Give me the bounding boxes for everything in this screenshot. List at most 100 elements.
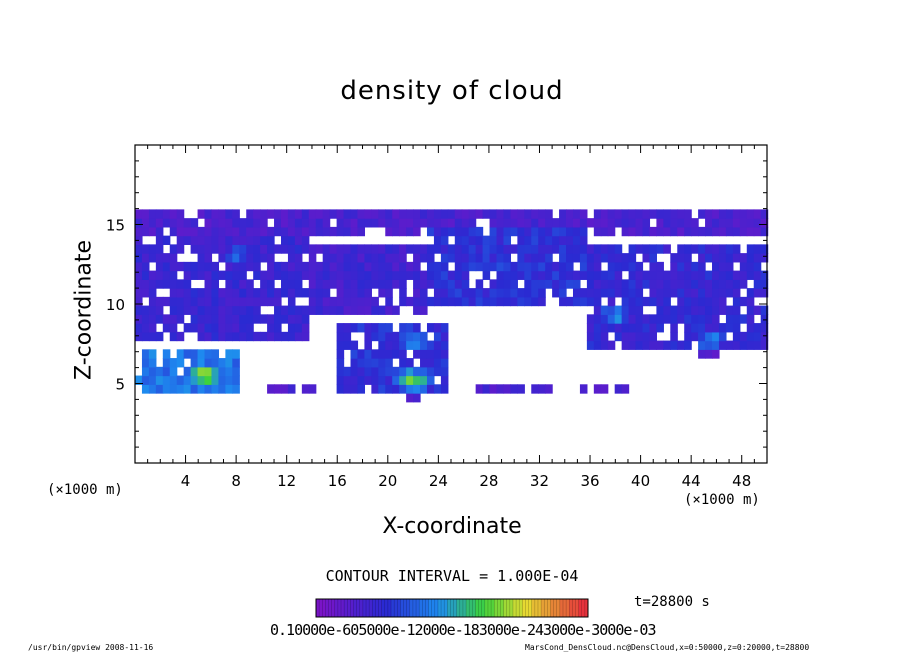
density-cell: [635, 244, 644, 254]
density-cell: [725, 323, 734, 333]
density-cell: [718, 226, 727, 237]
colorbar-swatch: [466, 599, 476, 617]
density-cell: [357, 296, 366, 307]
density-cell: [475, 288, 484, 298]
density-cell: [656, 270, 664, 280]
density-cell: [176, 244, 185, 254]
density-cell: [399, 270, 407, 280]
density-cell: [176, 349, 185, 359]
density-cell: [628, 323, 637, 333]
density-cell: [239, 288, 247, 298]
density-cell: [253, 218, 261, 228]
density-cell: [169, 314, 178, 324]
density-cell: [232, 253, 240, 263]
density-cell: [190, 375, 199, 385]
density-cell: [628, 340, 637, 350]
colorbar-swatch: [447, 599, 458, 617]
density-cell: [190, 226, 199, 237]
density-cell: [315, 279, 324, 289]
density-cell: [677, 218, 685, 228]
density-cell: [468, 244, 477, 254]
density-cell: [350, 244, 359, 254]
density-cell: [586, 314, 595, 324]
density-cell: [753, 305, 762, 315]
density-cell: [350, 340, 359, 350]
density-cell: [691, 314, 699, 324]
density-cell: [739, 296, 748, 307]
density-cell: [148, 314, 157, 324]
density-cell: [190, 323, 199, 333]
density-cell: [698, 261, 706, 272]
density-cell: [392, 279, 400, 289]
density-cell: [732, 218, 741, 228]
density-cell: [169, 226, 178, 237]
density-cell: [406, 384, 414, 394]
density-cell: [413, 384, 421, 394]
density-cell: [287, 253, 296, 263]
density-cell: [739, 270, 748, 280]
density-cell: [308, 209, 317, 219]
density-cell: [141, 349, 150, 359]
density-cell: [336, 340, 345, 350]
density-cell: [524, 253, 532, 263]
density-cell: [642, 296, 651, 307]
density-cell: [162, 314, 171, 324]
density-cell: [420, 349, 428, 359]
density-cell: [684, 261, 692, 272]
density-cell: [246, 235, 254, 245]
density-cell: [621, 305, 630, 315]
density-cell: [218, 314, 226, 324]
density-cell: [364, 375, 372, 385]
density-cell: [371, 296, 379, 307]
density-cell: [531, 270, 539, 280]
density-cell: [517, 235, 525, 245]
density-cell: [135, 261, 143, 272]
density-cell: [510, 218, 518, 228]
density-cell: [649, 296, 657, 307]
density-cell: [197, 314, 206, 324]
density-cell: [211, 375, 220, 385]
density-cell: [517, 226, 525, 237]
density-cell: [503, 288, 512, 298]
density-cell: [447, 226, 456, 237]
density-cell: [232, 288, 240, 298]
density-cell: [260, 279, 268, 289]
density-cell: [280, 314, 289, 324]
density-cell: [392, 270, 400, 280]
density-cell: [642, 314, 651, 324]
density-cell: [392, 349, 400, 359]
density-cell: [461, 218, 470, 228]
density-cell: [503, 253, 512, 263]
y-axis-label: Z-coordinate: [71, 240, 97, 380]
colorbar-swatch: [569, 599, 580, 617]
density-cell: [162, 296, 171, 307]
density-cell: [357, 375, 366, 385]
colorbar-swatch: [409, 599, 420, 617]
density-cell: [294, 235, 303, 245]
density-cell: [413, 349, 421, 359]
density-cell: [705, 270, 713, 280]
density-cell: [440, 244, 449, 254]
density-cell: [385, 366, 393, 377]
density-cell: [169, 366, 178, 377]
density-cell: [350, 375, 359, 385]
density-cell: [420, 218, 428, 228]
density-cell: [308, 384, 317, 394]
density-cell: [614, 323, 623, 333]
density-cell: [183, 349, 192, 359]
density-cell: [531, 384, 539, 394]
density-cell: [211, 296, 220, 307]
density-cell: [336, 261, 345, 272]
density-cell: [670, 323, 678, 333]
density-cell: [559, 288, 567, 298]
colorbar-swatch: [344, 599, 354, 617]
density-cell: [350, 288, 359, 298]
density-cell: [698, 340, 706, 350]
density-cell: [621, 296, 630, 307]
density-cell: [308, 226, 317, 237]
density-cell: [190, 305, 199, 315]
density-cell: [204, 323, 213, 333]
density-cell: [336, 209, 345, 219]
density-cell: [253, 296, 261, 307]
